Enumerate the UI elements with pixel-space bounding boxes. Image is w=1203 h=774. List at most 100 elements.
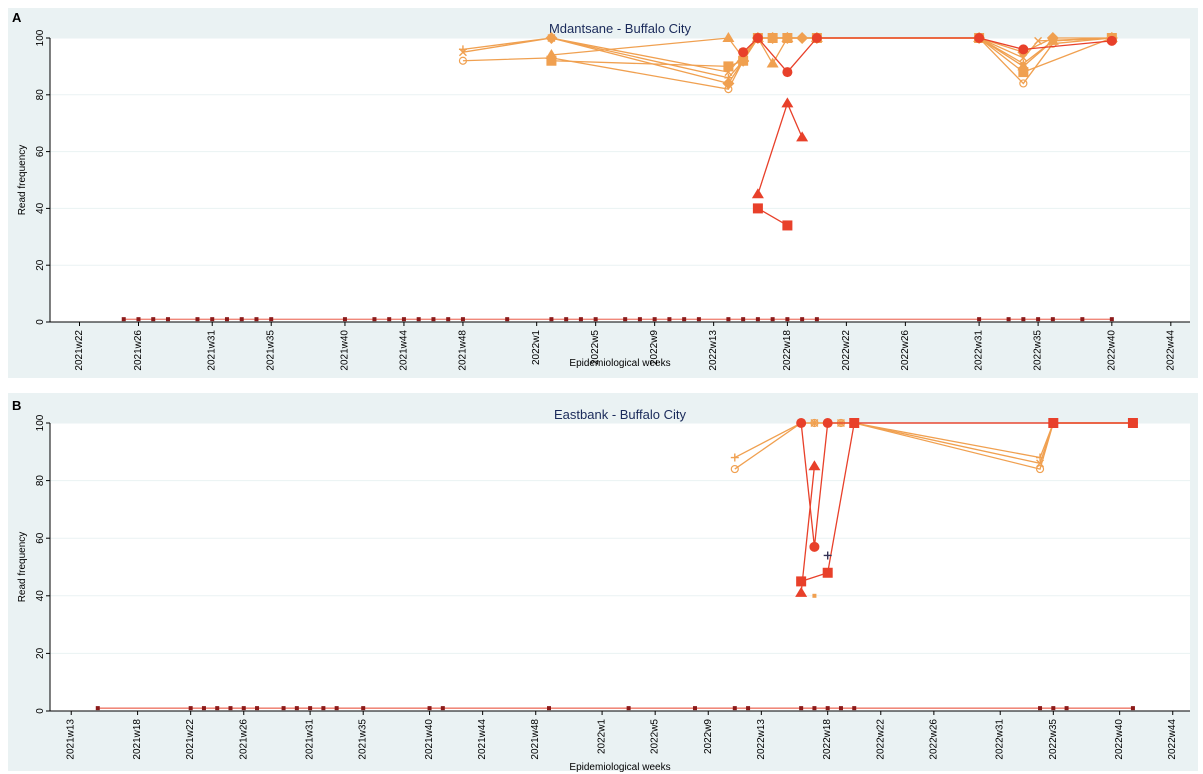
data-point: [722, 32, 735, 42]
x-tick-label: 2021w44: [398, 330, 409, 371]
data-point: [781, 97, 794, 108]
series-line: [800, 466, 816, 593]
baseline-point: [546, 706, 551, 711]
data-point: [723, 61, 734, 72]
data-point: [766, 57, 779, 68]
x-axis-label: Epidemiological weeks: [569, 358, 670, 369]
data-point: [812, 593, 817, 598]
baseline-point: [593, 317, 598, 322]
x-tick-label: 2021w22: [74, 330, 85, 371]
data-point: [751, 188, 764, 199]
x-tick-label: 2022w13: [756, 719, 767, 760]
data-point: [766, 32, 779, 44]
baseline-point: [549, 317, 554, 322]
x-tick-label: 2022w1: [597, 719, 608, 754]
x-tick-label: 2022w9: [649, 330, 660, 365]
y-tick-label: 0: [35, 319, 46, 325]
y-tick-label: 80: [35, 89, 46, 101]
data-point: [730, 453, 739, 462]
baseline-point: [372, 317, 377, 322]
baseline-point: [195, 317, 200, 322]
y-tick-label: 100: [35, 414, 46, 431]
data-point: [796, 418, 807, 428]
baseline-point: [746, 706, 751, 711]
baseline-point: [1038, 706, 1043, 711]
data-point: [1018, 44, 1029, 55]
x-tick-label: 2022w31: [974, 330, 985, 371]
chart-panel-b: B Eastbank - Buffalo City 0 20 40 60 80 100 2021…: [8, 393, 1198, 773]
panel-letter: A: [12, 10, 22, 25]
data-point: [1034, 36, 1043, 45]
baseline-point: [838, 706, 843, 711]
baseline-point: [228, 706, 233, 711]
baseline-point: [269, 317, 274, 322]
x-tick-label: 2022w1: [531, 330, 542, 365]
baseline-point: [136, 317, 141, 322]
data-point: [782, 67, 793, 78]
baseline-point: [201, 706, 206, 711]
baseline-point: [460, 317, 465, 322]
baseline-point: [732, 706, 737, 711]
data-point: [1035, 464, 1045, 474]
plot-area: [50, 38, 1190, 322]
chart-title: Mdantsane - Buffalo City: [549, 21, 692, 36]
baseline-point: [814, 317, 819, 322]
baseline-point: [1006, 317, 1011, 322]
panel-letter: B: [12, 398, 21, 413]
data-point: [782, 220, 793, 231]
baseline-point: [255, 706, 260, 711]
data-point: [796, 131, 809, 142]
baseline-point: [308, 706, 313, 711]
x-tick-label: 2021w13: [66, 719, 77, 760]
baseline-point: [1064, 706, 1069, 711]
baseline-point: [1050, 317, 1055, 322]
data-point: [796, 32, 809, 44]
data-point: [1036, 459, 1045, 468]
data-point: [795, 586, 808, 597]
x-tick-label: 2021w31: [305, 719, 316, 760]
series-8: [751, 97, 809, 199]
baseline-point: [215, 706, 220, 711]
y-tick-label: 100: [35, 29, 46, 46]
x-tick-label: 2021w48: [457, 330, 468, 371]
x-tick-label: 2022w22: [875, 719, 886, 760]
data-point: [1127, 418, 1138, 428]
y-axis-label: Read frequency: [17, 532, 28, 603]
baseline-point: [239, 317, 244, 322]
y-tick-label: 80: [35, 475, 46, 487]
chart-panel-a: A Mdantsane - Buffalo City 0 20 40 60 80 100 202…: [8, 8, 1198, 378]
data-point: [752, 203, 763, 214]
data-point: [849, 418, 860, 428]
baseline-point: [241, 706, 246, 711]
data-point: [546, 55, 557, 66]
x-tick-label: 2021w40: [339, 330, 350, 371]
baseline-point: [321, 706, 326, 711]
baseline-point: [564, 317, 569, 322]
x-axis-label: Epidemiological weeks: [569, 762, 670, 773]
x-tick-label: 2022w9: [703, 719, 714, 754]
series-5: [795, 460, 821, 597]
x-tick-label: 2021w35: [266, 330, 277, 371]
baseline-point: [446, 317, 451, 322]
baseline-point: [210, 317, 215, 322]
data-point: [811, 33, 822, 43]
x-tick-label: 2022w40: [1106, 330, 1117, 371]
baseline-point: [416, 317, 421, 322]
data-point: [808, 460, 821, 471]
baseline-point: [151, 317, 156, 322]
x-tick-label: 2022w18: [782, 330, 793, 371]
y-tick-label: 0: [35, 708, 46, 714]
baseline-point: [334, 706, 339, 711]
baseline-point: [741, 317, 746, 322]
x-tick-label: 2022w13: [708, 330, 719, 371]
x-tick-label: 2021w31: [207, 330, 218, 371]
baseline-point: [696, 317, 701, 322]
x-tick-label: 2022w26: [928, 719, 939, 760]
baseline-point: [387, 317, 392, 322]
baseline-point: [770, 317, 775, 322]
series-6: [796, 418, 1138, 587]
x-tick-label: 2021w22: [185, 719, 196, 760]
baseline-point: [401, 317, 406, 322]
